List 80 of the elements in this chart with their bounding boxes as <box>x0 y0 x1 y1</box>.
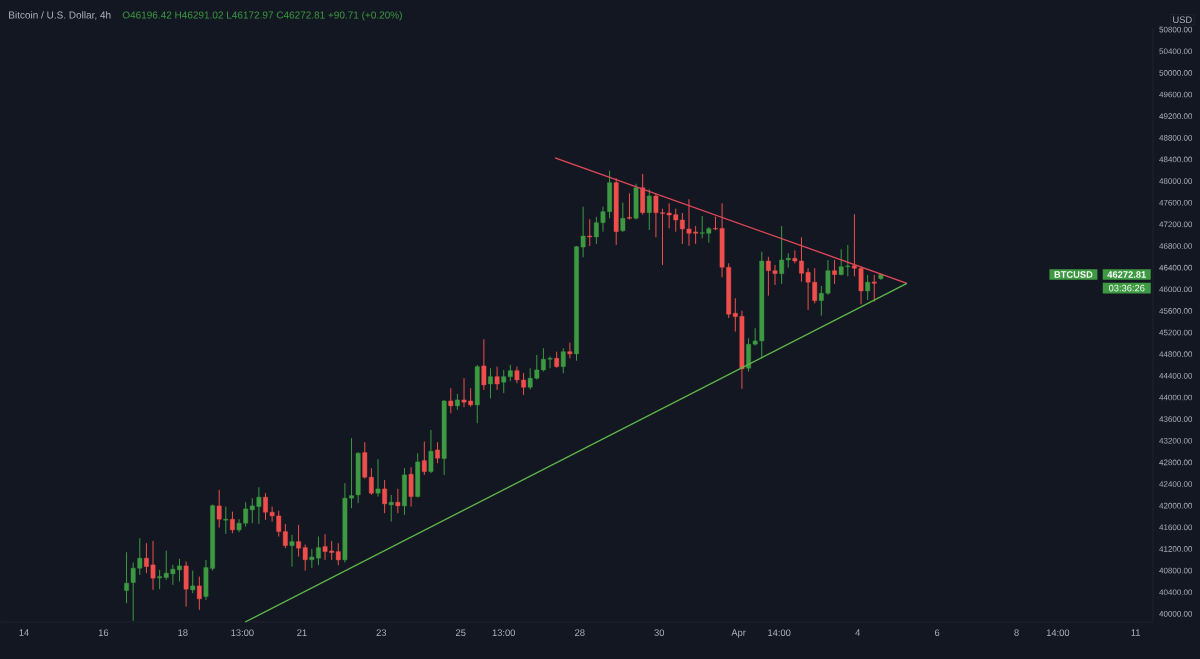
candlestick <box>216 489 222 529</box>
candlestick <box>408 466 414 508</box>
y-tick-label: 40000.00 <box>1159 611 1193 617</box>
candlestick <box>421 441 427 476</box>
candlestick <box>627 192 632 220</box>
y-tick-label: 46400.00 <box>1159 264 1193 271</box>
candlestick <box>567 342 573 359</box>
candlestick <box>395 488 401 514</box>
candlestick <box>560 347 566 374</box>
candlestick <box>196 576 202 611</box>
y-tick-label: 40400.00 <box>1159 589 1193 596</box>
y-tick-label: 42400.00 <box>1159 481 1193 487</box>
x-tick-label: 16 <box>98 629 109 636</box>
y-tick-label: 50400.00 <box>1159 48 1193 55</box>
candlestick <box>289 534 295 568</box>
y-tick-label: 41600.00 <box>1159 524 1193 531</box>
candlestick <box>230 511 235 534</box>
y-tick-label: 44000.00 <box>1159 394 1193 401</box>
x-tick-label: 18 <box>178 629 188 636</box>
y-tick-label: 42800.00 <box>1159 459 1193 466</box>
candlestick <box>481 338 487 391</box>
y-tick-label: 43600.00 <box>1159 416 1193 422</box>
y-axis-title: USD <box>1173 16 1192 24</box>
y-tick-label: 41200.00 <box>1159 546 1193 552</box>
x-tick-label: 14:00 <box>768 629 791 636</box>
chart-title: Bitcoin / U.S. Dollar, 4h <box>9 11 111 20</box>
candlestick <box>646 188 652 231</box>
x-tick-label: Apr <box>731 629 746 638</box>
x-tick-label: 8 <box>1014 629 1019 636</box>
candlestick <box>865 274 871 301</box>
candlestick <box>190 570 196 594</box>
candlestick <box>223 506 229 535</box>
x-tick-label: 21 <box>297 629 307 636</box>
y-tick-label: 47200.00 <box>1159 221 1193 228</box>
annotation: BTCUSD <box>1054 271 1093 278</box>
x-tick-label: 11 <box>1131 629 1141 636</box>
x-tick-label: 25 <box>455 629 466 636</box>
candlestick <box>382 479 387 514</box>
y-tick-label: 49600.00 <box>1159 91 1193 98</box>
x-tick-label: 14:00 <box>1046 629 1070 636</box>
y-tick-label: 42000.00 <box>1159 502 1193 509</box>
y-tick-label: 49200.00 <box>1159 113 1193 120</box>
x-tick-label: 13:00 <box>492 629 516 636</box>
candlestick <box>871 274 877 303</box>
y-tick-label: 48000.00 <box>1159 178 1193 184</box>
y-tick-label: 45600.00 <box>1159 308 1193 314</box>
y-tick-label: 48400.00 <box>1159 156 1193 163</box>
candlestick <box>620 202 626 233</box>
y-tick-label: 44800.00 <box>1159 351 1193 358</box>
candlestick <box>124 551 129 604</box>
y-tick-label: 45200.00 <box>1159 329 1193 336</box>
x-tick-label: 13:00 <box>231 629 254 636</box>
y-tick-label: 43200.00 <box>1159 437 1193 444</box>
x-tick-label: 30 <box>654 629 665 636</box>
candlestick <box>448 387 454 414</box>
x-tick-label: 14 <box>19 629 29 636</box>
x-tick-label: 4 <box>855 629 861 636</box>
y-tick-label: 50000.00 <box>1159 70 1193 76</box>
candlestick <box>435 441 440 464</box>
y-tick-label: 46800.00 <box>1159 243 1193 249</box>
y-tick-label: 44400.00 <box>1159 373 1193 379</box>
annotation: 46272.81 <box>1107 271 1146 278</box>
candlestick <box>832 259 837 285</box>
candlestick <box>494 366 500 391</box>
chart-subtitle: O46196.42 H46291.02 L46172.97 C46272.81 +90.71 (+0.20%) <box>122 11 402 21</box>
y-tick-label: 50800.00 <box>1159 26 1193 33</box>
x-tick-label: 28 <box>575 629 585 636</box>
x-tick-label: 6 <box>935 629 940 636</box>
candlestick <box>183 561 189 608</box>
candlestick <box>375 458 381 498</box>
candlestick <box>388 494 394 523</box>
x-tick-label: 23 <box>376 629 387 636</box>
y-tick-label: 46000.00 <box>1159 286 1193 293</box>
candlestick <box>428 429 434 474</box>
y-tick-label: 40800.00 <box>1159 567 1193 574</box>
annotation: 03:36:26 <box>1108 284 1145 292</box>
y-tick-label: 48800.00 <box>1159 134 1193 141</box>
candlestick <box>587 218 593 247</box>
y-tick-label: 47600.00 <box>1159 199 1193 206</box>
candlestick <box>488 367 493 399</box>
